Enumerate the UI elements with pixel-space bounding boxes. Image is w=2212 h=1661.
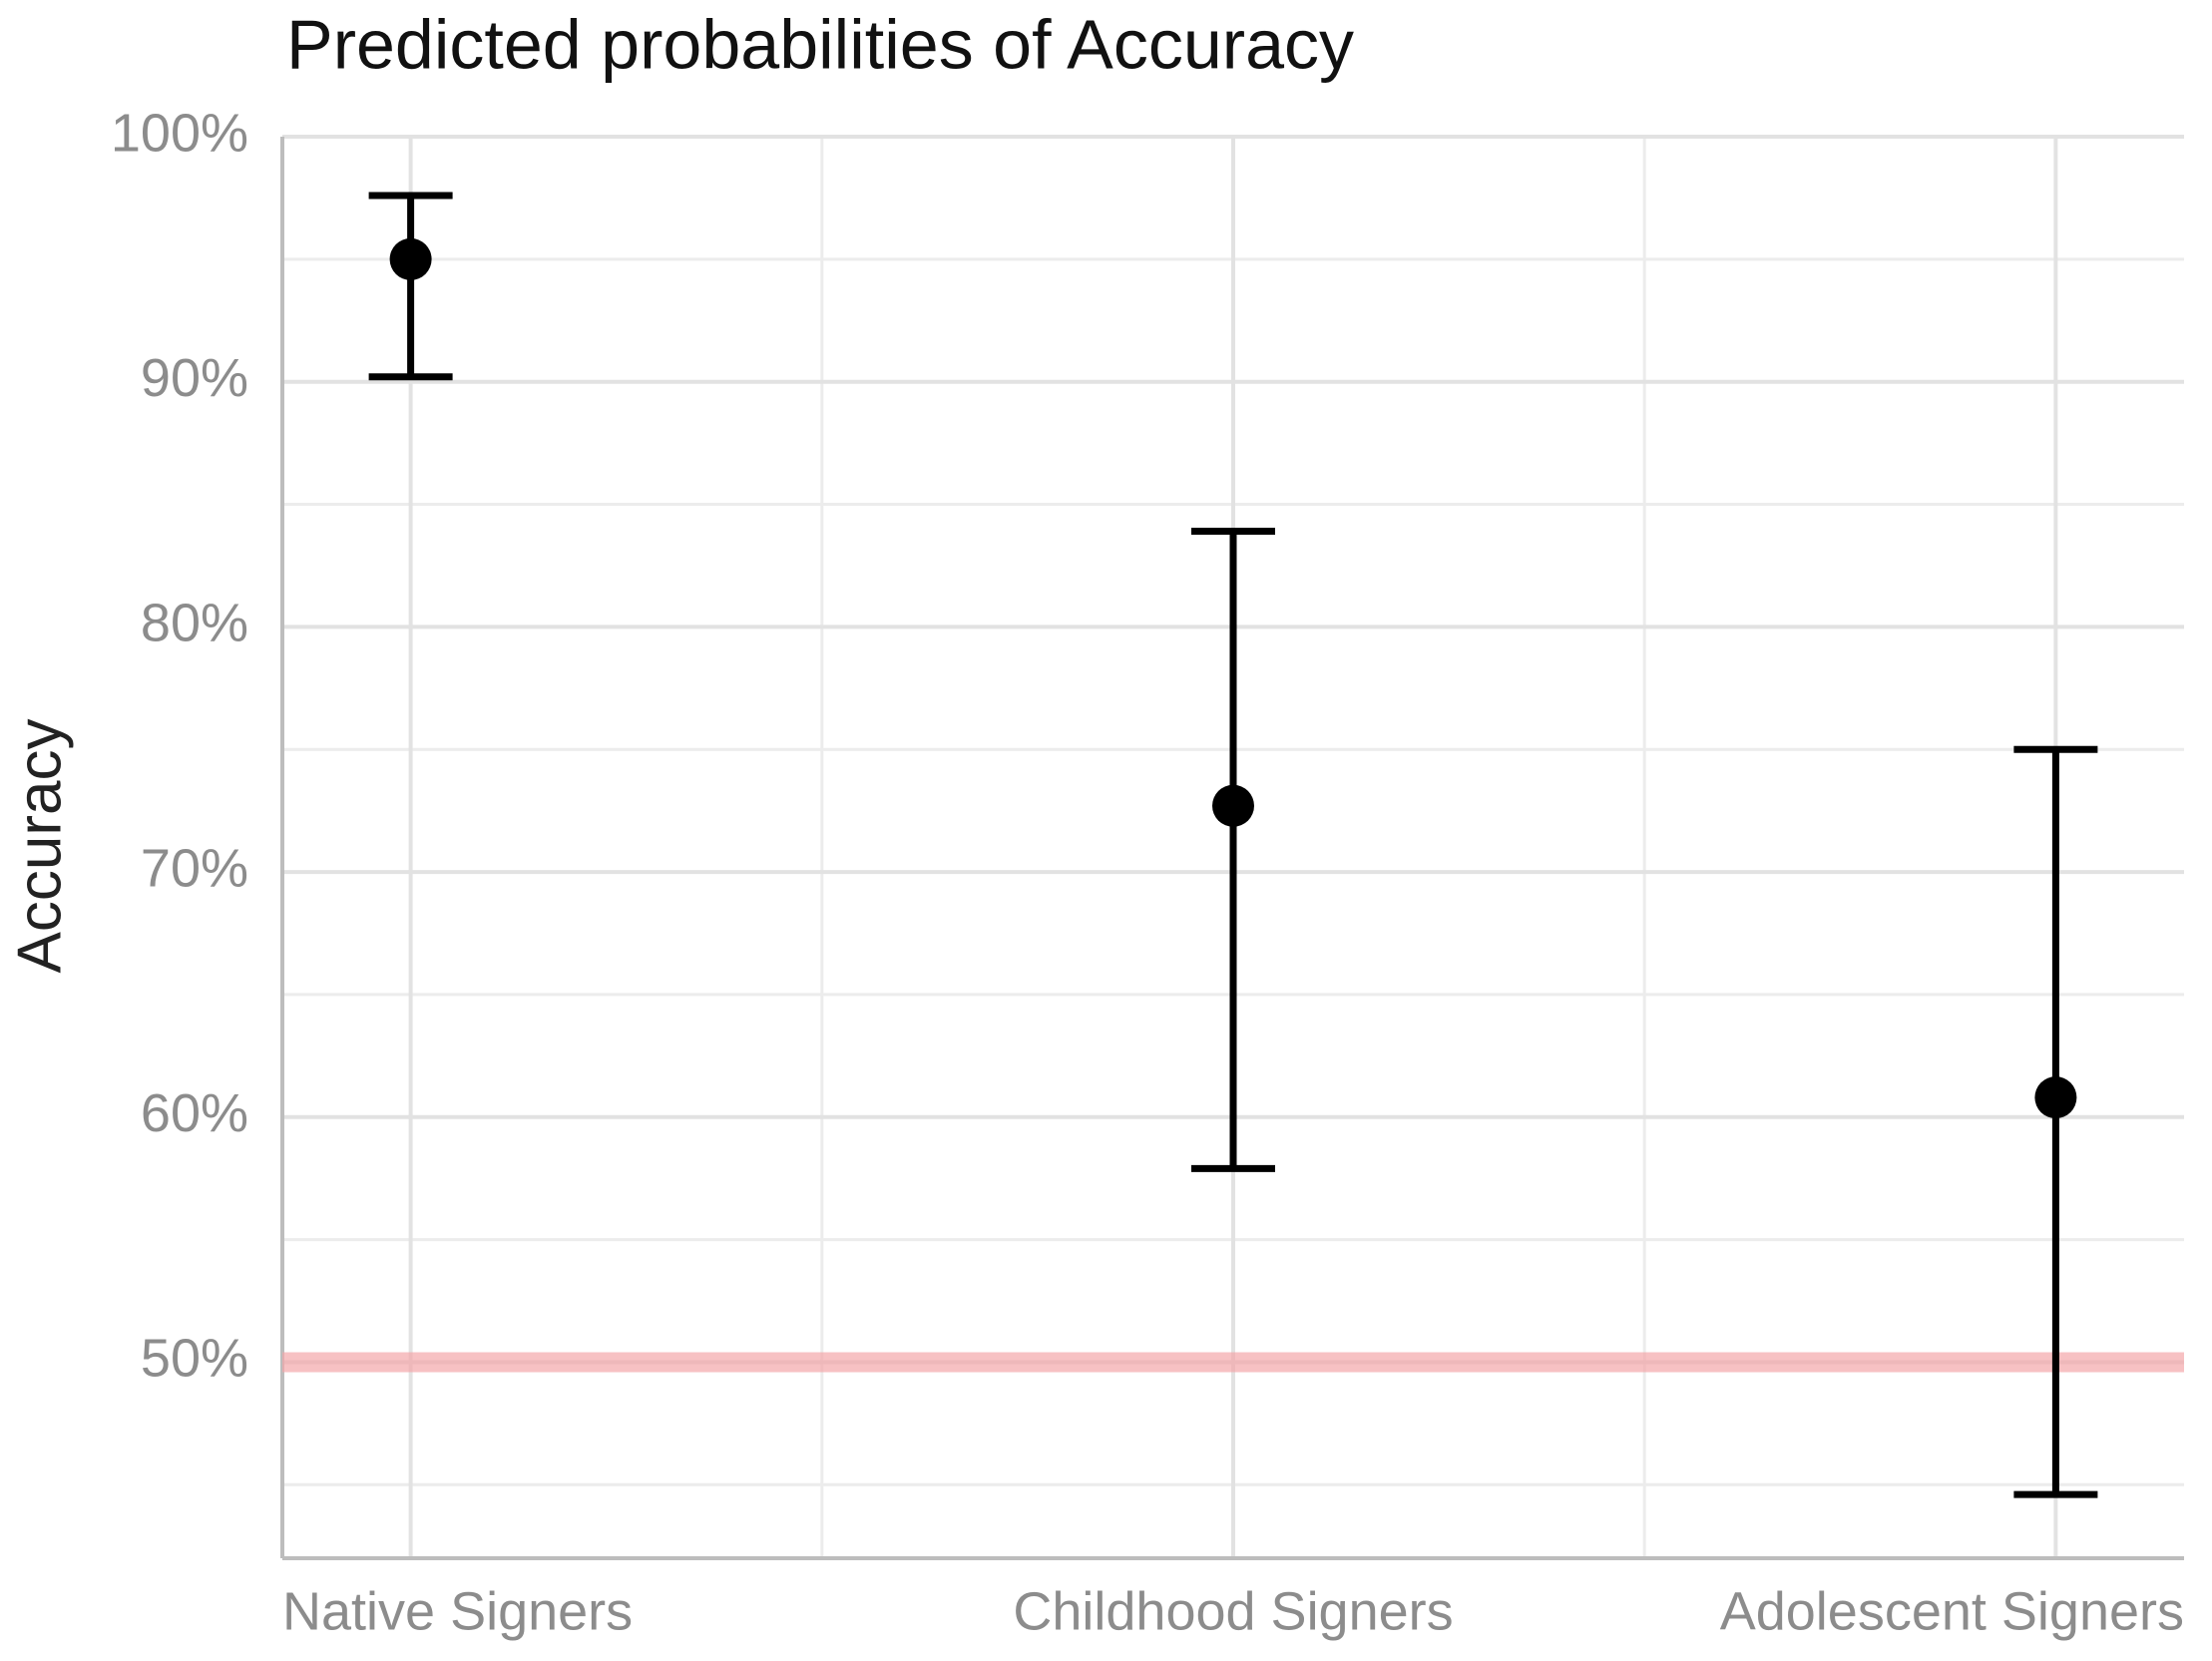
y-tick-label: 100% bbox=[111, 103, 248, 163]
y-tick-label: 70% bbox=[141, 838, 248, 898]
point bbox=[2034, 1076, 2077, 1119]
y-axis-label: Accuracy bbox=[5, 719, 74, 974]
y-tick-label: 50% bbox=[141, 1329, 248, 1389]
chart-title: Predicted probabilities of Accuracy bbox=[286, 5, 1354, 83]
y-tick-label: 80% bbox=[141, 594, 248, 653]
point bbox=[1212, 784, 1254, 827]
x-tick-label: Native Signers bbox=[282, 1581, 633, 1641]
y-tick-label: 60% bbox=[141, 1083, 248, 1143]
x-tick-label: Adolescent Signers bbox=[1720, 1581, 2184, 1641]
x-tick-label: Childhood Signers bbox=[1013, 1581, 1453, 1641]
y-tick-label: 90% bbox=[141, 348, 248, 408]
point bbox=[389, 237, 432, 280]
